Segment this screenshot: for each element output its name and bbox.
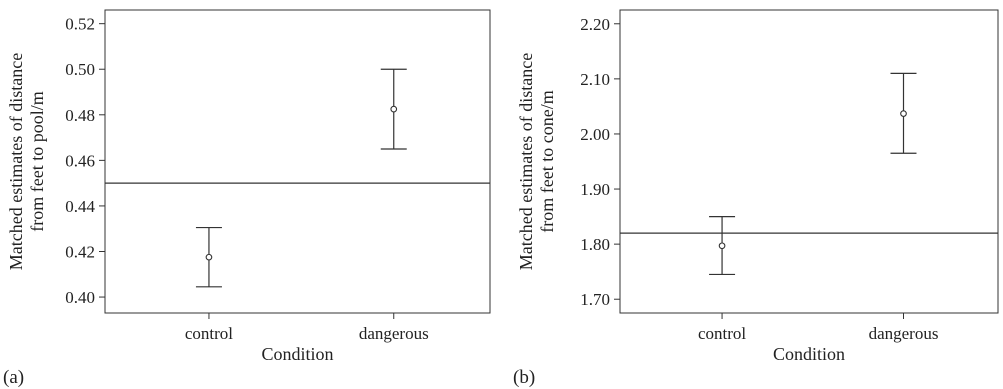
y-axis-title-line-1: Matched estimates of distance [516, 53, 536, 270]
panel-label: (a) [3, 367, 24, 388]
y-tick-label: 0.46 [65, 151, 95, 170]
x-tick-label: control [185, 324, 233, 343]
y-tick-label: 0.44 [65, 197, 95, 216]
y-tick-label: 1.80 [580, 235, 610, 254]
y-axis-title-line-2: from feet to cone/m [537, 90, 557, 232]
mean-point-dangerous [900, 110, 907, 117]
x-tick-label: dangerous [869, 324, 939, 343]
y-tick-label: 0.50 [65, 60, 95, 79]
y-tick-label: 1.70 [580, 290, 610, 309]
panel-a: 0.40 0.42 0.44 0.46 0.48 0.50 0.52 control dange… [3, 9, 491, 388]
y-tick-label: 0.40 [65, 288, 95, 307]
y-tick-label: 2.10 [580, 70, 610, 89]
y-axis-title-line-1: Matched estimates of distance [6, 53, 26, 270]
mean-point-control [718, 242, 726, 250]
x-tick-label: dangerous [359, 324, 429, 343]
mean-point-control [205, 253, 213, 261]
x-axis-title: Condition [261, 344, 333, 364]
plot-frame [104, 9, 491, 314]
y-tick-label: 0.48 [65, 106, 95, 125]
y-tick-label: 0.52 [65, 15, 95, 34]
panel-b: 1.70 1.80 1.90 2.00 2.10 2.20 control dangerous… [513, 9, 999, 388]
y-tick-label: 1.90 [580, 180, 610, 199]
x-axis-title: Condition [773, 344, 845, 364]
y-tick-label: 2.20 [580, 15, 610, 34]
mean-point-dangerous [390, 105, 398, 113]
y-axis-title-line-2: from feet to pool/m [27, 91, 47, 231]
y-tick-label: 0.42 [65, 242, 95, 261]
plot-frame [619, 9, 999, 314]
panel-label: (b) [513, 367, 535, 388]
x-tick-label: control [698, 324, 746, 343]
y-tick-label: 2.00 [580, 125, 610, 144]
